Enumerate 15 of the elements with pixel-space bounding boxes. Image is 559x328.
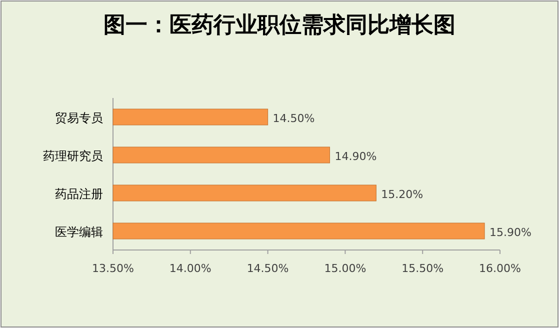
- y-tick-label: 医学编辑: [55, 225, 103, 239]
- x-tick-label: 16.00%: [479, 262, 521, 275]
- x-tick-label: 15.50%: [402, 262, 444, 275]
- data-label: 15.90%: [490, 226, 532, 239]
- y-tick-label: 药品注册: [55, 187, 103, 201]
- y-tick-label: 贸易专员: [55, 111, 103, 125]
- data-label: 14.90%: [334, 150, 377, 163]
- data-label: 15.20%: [381, 188, 424, 201]
- chart-title: 图一：医药行业职位需求同比增长图: [104, 12, 456, 38]
- data-label: 14.50%: [272, 112, 315, 125]
- y-tick-label: 药理研究员: [43, 149, 103, 163]
- x-tick-label: 14.00%: [169, 262, 212, 275]
- x-tick-label: 14.50%: [246, 262, 289, 275]
- x-tick-label: 13.50%: [92, 262, 134, 275]
- x-tick-label: 15.00%: [324, 262, 366, 275]
